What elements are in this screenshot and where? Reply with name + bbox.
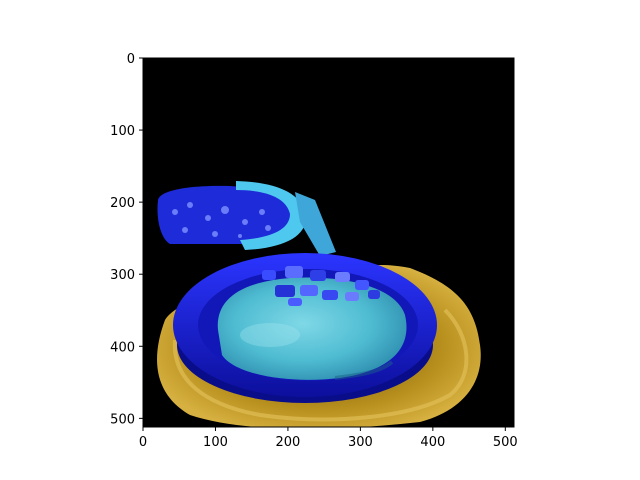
y-tick-label: 500 [110, 412, 135, 427]
plate-ring [172, 308, 469, 422]
y-axis: 0 100 200 300 400 500 [110, 52, 143, 427]
y-tick-label: 400 [110, 340, 135, 355]
y-tick-label: 200 [110, 196, 135, 211]
dip-shadow [334, 360, 394, 380]
back-bowl-rim [236, 181, 307, 250]
x-tick-label: 100 [203, 435, 228, 450]
back-bowl [157, 185, 293, 244]
y-tick-label: 300 [110, 268, 135, 283]
y-tick-label: 0 [127, 52, 135, 67]
y-tick-label: 100 [110, 124, 135, 139]
dip-mound [217, 277, 407, 380]
x-tick-label: 0 [139, 435, 147, 450]
axes-frame [142, 57, 515, 428]
x-axis: 0 100 200 300 400 500 [139, 427, 518, 450]
x-tick-label: 400 [420, 435, 445, 450]
x-tick-label: 500 [493, 435, 518, 450]
back-bowl-chips [172, 202, 271, 238]
dip-toppings [262, 266, 380, 306]
x-tick-label: 300 [348, 435, 373, 450]
dip-highlight [240, 323, 300, 347]
x-tick-label: 200 [276, 435, 301, 450]
photo [143, 58, 514, 427]
chip-handle [295, 192, 336, 256]
